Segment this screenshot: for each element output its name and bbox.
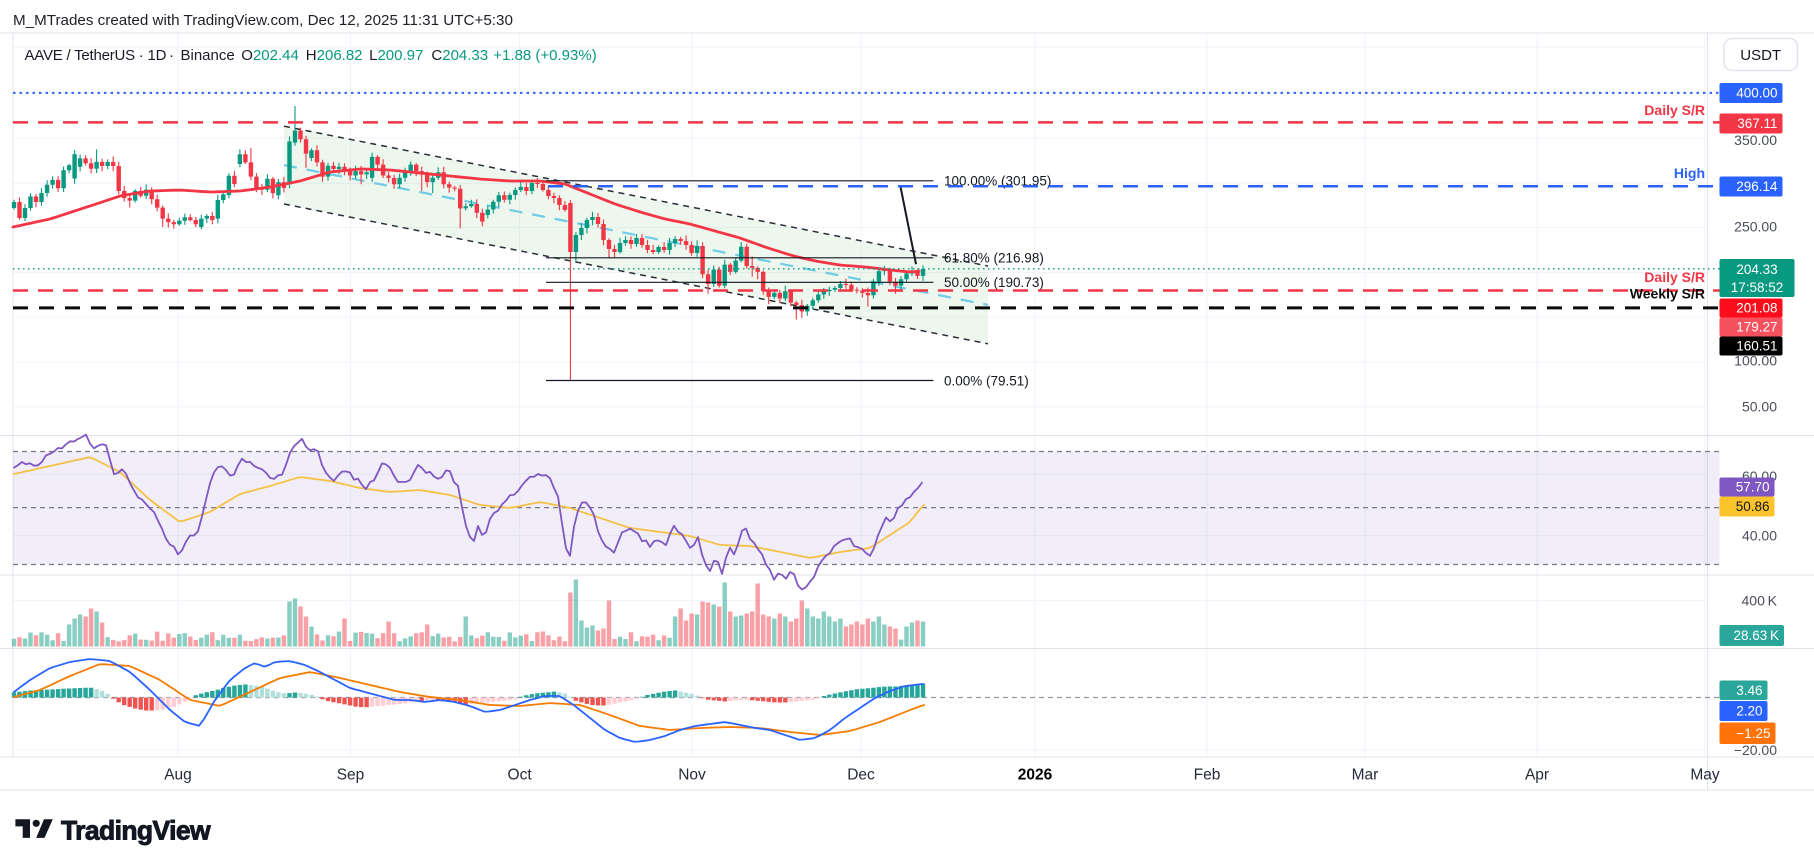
svg-text:High: High [1674,165,1705,181]
svg-text:50.86: 50.86 [1736,499,1770,514]
svg-text:28.63 K: 28.63 K [1734,628,1780,643]
svg-text:100.00% (301.95): 100.00% (301.95) [944,174,1051,189]
svg-text:Daily S/R: Daily S/R [1644,269,1705,285]
svg-text:250.00: 250.00 [1734,218,1777,234]
svg-text:Mar: Mar [1352,767,1379,784]
svg-text:−1.25: −1.25 [1736,726,1770,741]
svg-text:USDT: USDT [1740,47,1781,64]
svg-text:Oct: Oct [508,767,533,784]
svg-text:50.00% (190.73): 50.00% (190.73) [944,275,1044,290]
svg-text:Nov: Nov [678,767,706,784]
svg-text:M_MTrades created with Trading: M_MTrades created with TradingView.com, … [13,12,513,29]
svg-text:204.33: 204.33 [1736,262,1777,277]
svg-text:−20.00: −20.00 [1734,742,1777,758]
svg-text:160.51: 160.51 [1736,339,1777,354]
svg-text:100.00: 100.00 [1734,352,1777,368]
svg-text:40.00: 40.00 [1742,527,1777,543]
svg-text:57.70: 57.70 [1736,480,1770,495]
svg-text:Feb: Feb [1194,767,1221,784]
svg-text:2026: 2026 [1018,767,1053,784]
svg-text:3.46: 3.46 [1736,683,1762,698]
svg-text:400 K: 400 K [1742,592,1778,608]
svg-text:201.08: 201.08 [1736,301,1777,316]
svg-text:Apr: Apr [1525,767,1549,784]
svg-text:17:58:52: 17:58:52 [1731,280,1784,295]
svg-text:50.00: 50.00 [1742,398,1777,414]
svg-text:Aug: Aug [164,767,192,784]
svg-text:367.11: 367.11 [1737,116,1777,131]
svg-text:Dec: Dec [847,767,875,784]
svg-text:61.80% (216.98): 61.80% (216.98) [944,251,1044,266]
svg-text:0.00% (79.51): 0.00% (79.51) [944,373,1029,388]
svg-text:May: May [1690,767,1720,784]
svg-text:350.00: 350.00 [1734,132,1777,148]
svg-text:296.14: 296.14 [1736,179,1778,194]
svg-text:TradingView: TradingView [61,816,211,846]
svg-text:Sep: Sep [337,767,365,784]
svg-text:Weekly S/R: Weekly S/R [1630,285,1705,301]
svg-text:Daily S/R: Daily S/R [1644,102,1705,118]
svg-text:2.20: 2.20 [1736,704,1762,719]
svg-text:179.27: 179.27 [1736,320,1777,335]
svg-text:400.00: 400.00 [1736,86,1777,101]
